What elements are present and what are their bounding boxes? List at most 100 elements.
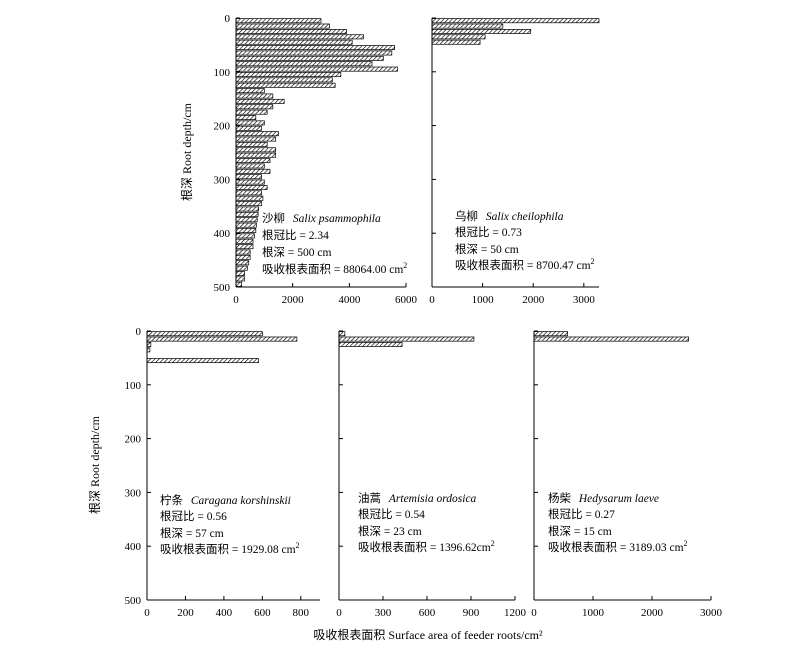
bar: [235, 158, 271, 164]
bar: [235, 61, 373, 67]
panel-hedysarum-laeve: 0 1000 2000 3000 杨柴 Hedysarum laeve 根冠比 = 0…: [531, 330, 723, 619]
panel-annotation-name: 沙柳 Salix psammophila: [262, 211, 381, 225]
panel-bars: [235, 18, 398, 287]
x-tick-label: 4000: [338, 294, 361, 306]
panel-salix-cheilophila: 0 1000 2000 3000 乌柳 Salix cheilophila 根冠比 =…: [429, 17, 600, 306]
species-name-latin: Hedysarum laeve: [578, 493, 659, 505]
y-axis-label-bottom: 根深 Root depth/cm: [88, 415, 102, 514]
bar: [431, 23, 504, 29]
bar: [146, 331, 263, 337]
bar: [235, 206, 260, 212]
bar: [235, 66, 398, 72]
bar: [235, 77, 333, 83]
panel-axes: 0 1000 2000 3000: [531, 330, 723, 619]
bar: [235, 195, 264, 201]
bar: [235, 45, 396, 51]
bar: [235, 136, 277, 142]
area-value: 吸收根表面积 = 1929.08 cm: [160, 542, 296, 556]
y-tick-label: 100: [214, 67, 231, 79]
area-value: 吸收根表面积 = 88064.00 cm: [262, 262, 403, 276]
bar: [235, 179, 265, 185]
y-axis-label-top: 根深 Root depth/cm: [180, 102, 194, 201]
bar: [235, 23, 330, 29]
bar: [235, 125, 262, 131]
panel-annotation-ratio: 根冠比 = 0.56: [160, 509, 227, 523]
area-unit-exponent: 2: [591, 257, 595, 266]
x-tick-label: 400: [216, 607, 233, 619]
bar: [235, 238, 254, 244]
y-tick-label: 400: [125, 541, 142, 553]
bar: [235, 39, 353, 45]
x-tick-label: 3000: [573, 294, 596, 306]
species-name-cn: 杨柴: [548, 491, 571, 505]
bar: [235, 152, 277, 158]
y-tick-label: 100: [125, 380, 142, 392]
bar: [235, 222, 257, 228]
x-tick-label: 200: [177, 607, 194, 619]
bar: [235, 281, 243, 287]
species-name-latin: Artemisia ordosica: [388, 493, 477, 505]
x-tick-label: 1200: [504, 607, 527, 619]
species-name-latin: Salix cheilophila: [486, 211, 564, 223]
bar: [235, 190, 262, 196]
x-tick-label: 6000: [395, 294, 418, 306]
panel-bars: [533, 331, 689, 342]
panel-annotation-area: 吸收根表面积 = 8700.47 cm2: [455, 257, 595, 272]
bar: [235, 34, 364, 40]
panel-bars: [338, 331, 475, 347]
panel-annotation-area: 吸收根表面积 = 88064.00 cm2: [262, 261, 407, 276]
y-tick-label: 400: [214, 228, 231, 240]
x-tick-label: 1000: [472, 294, 495, 306]
bar: [235, 131, 279, 137]
bar: [235, 115, 257, 120]
bar: [235, 104, 274, 110]
area-unit-exponent: 2: [403, 261, 407, 270]
bar: [235, 98, 285, 104]
x-tick-label: 300: [375, 607, 392, 619]
bar: [235, 29, 347, 34]
bar: [431, 29, 532, 34]
bar: [235, 82, 336, 88]
x-tick-label: 900: [463, 607, 480, 619]
y-tick-label: 0: [225, 13, 231, 25]
species-name-cn: 乌柳: [455, 209, 478, 223]
panel-annotation-area: 吸收根表面积 = 1929.08 cm2: [160, 541, 300, 556]
bar: [235, 18, 322, 24]
bar: [338, 331, 346, 337]
panel-annotation-ratio: 根冠比 = 0.73: [455, 225, 522, 239]
bar: [235, 55, 384, 61]
panel-artemisia-ordosica: 0 300 600 900 1200 油蒿 Artemisia ordosica 根冠比…: [336, 330, 527, 619]
panel-annotation-depth: 根深 = 57 cm: [160, 526, 224, 540]
x-tick-label: 600: [419, 607, 436, 619]
panel-axes: 0 1000 2000 3000: [429, 17, 599, 306]
bar: [235, 265, 248, 271]
bar: [235, 276, 245, 282]
bar: [431, 34, 486, 40]
x-tick-label: 800: [293, 607, 310, 619]
x-tick-label: 3000: [700, 607, 723, 619]
bar: [235, 72, 342, 77]
x-axis-label: 吸收根表面积 Surface area of feeder roots/cm²: [313, 628, 543, 642]
bar: [533, 331, 568, 337]
y-tick-label: 0: [136, 326, 142, 338]
bar: [338, 336, 475, 342]
x-tick-label: 0: [336, 607, 342, 619]
species-name-cn: 柠条: [160, 493, 183, 507]
bar: [235, 228, 257, 233]
bar: [235, 233, 255, 239]
bar: [235, 260, 250, 266]
bar: [235, 254, 251, 260]
bar: [338, 342, 403, 347]
bar: [235, 217, 258, 223]
species-name-cn: 沙柳: [262, 211, 285, 225]
panel-annotation-depth: 根深 = 23 cm: [358, 524, 422, 538]
x-tick-label: 2000: [522, 294, 545, 306]
bar: [235, 174, 262, 180]
area-unit-exponent: 2: [684, 539, 688, 548]
panel-annotation-name: 油蒿 Artemisia ordosica: [358, 491, 477, 505]
x-tick-label: 0: [233, 294, 239, 306]
